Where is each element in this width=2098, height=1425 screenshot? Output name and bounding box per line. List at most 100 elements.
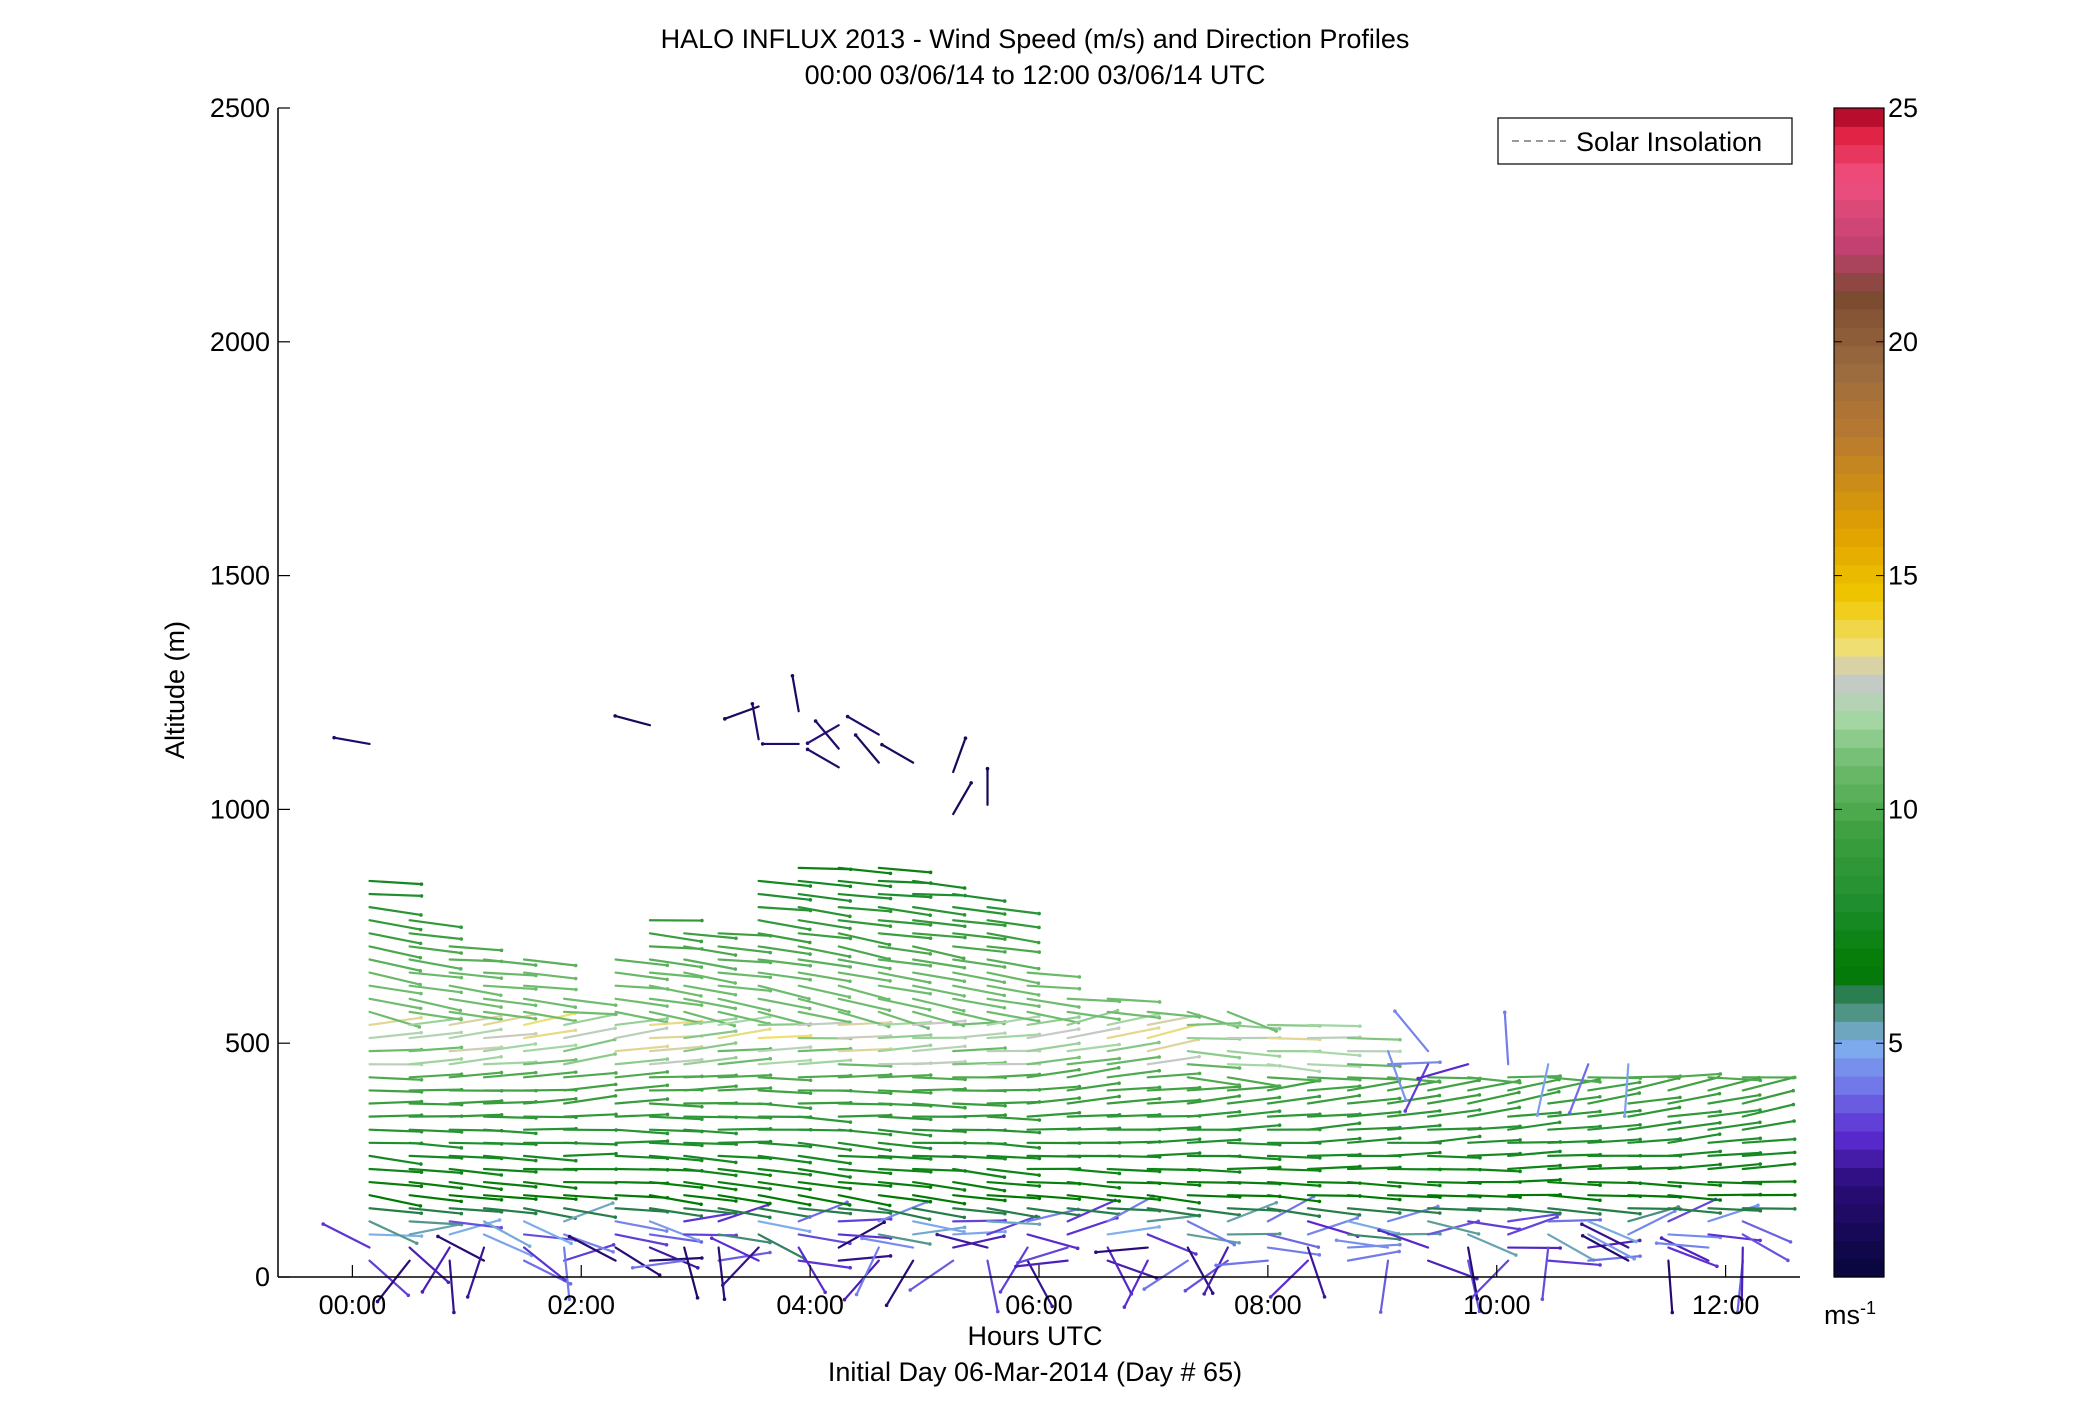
wind-vector [837,1167,892,1175]
wind-vector-head [722,1297,727,1302]
wind-vector [482,984,537,991]
wind-vector [837,1021,892,1027]
wind-vector-head [1197,1213,1201,1218]
wind-vector-head [768,1173,772,1178]
wind-vector-head [1718,1109,1722,1114]
wind-vector-head [768,1187,772,1191]
wind-vector [1026,1068,1081,1079]
wind-vector [448,1046,503,1053]
wind-vector-head [574,1158,578,1163]
wind-vector [1386,1207,1441,1215]
wind-vector-head [614,1071,618,1075]
wind-vector-head [927,1007,932,1012]
wind-vector-head [1002,965,1007,969]
wind-vector [522,1010,577,1023]
wind-vector-head [1555,1215,1559,1219]
wind-vector-head [888,1091,893,1096]
wind-vector [614,1113,669,1118]
wind-vector-head [887,942,892,947]
wind-vector-head [573,1005,578,1010]
wind-vector-head [888,966,892,971]
wind-vector [1393,1010,1430,1053]
wind-vector [1106,1097,1161,1105]
wind-vector-head [1791,1088,1795,1093]
colorbar-segment [1834,802,1884,821]
wind-vector [1667,1259,1674,1314]
wind-vector [1186,1021,1241,1027]
legend-box [1497,117,1793,165]
wind-vector [522,1207,577,1220]
wind-vector-head [1670,1310,1675,1315]
wind-vector [912,958,966,969]
wind-vector-head [1277,1109,1282,1113]
wind-vector-head [1758,1120,1762,1125]
wind-vector-head [1037,1156,1042,1161]
wind-vector [448,1099,503,1105]
wind-vector [368,932,422,945]
wind-vector-head [848,926,852,931]
wind-vector [1426,1194,1482,1198]
wind-vector [717,1057,772,1066]
wind-vector [757,1102,812,1110]
wind-vector [1106,1010,1161,1019]
wind-vector [1587,1081,1641,1092]
wind-vector [1306,1216,1359,1236]
wind-vector [1627,1210,1676,1236]
wind-vector [837,997,891,1012]
wind-vector-head [436,1234,440,1239]
wind-vector-head [848,965,852,969]
wind-vector-head [854,1292,859,1297]
wind-vector [683,1041,737,1053]
wind-vector-head [1317,1078,1322,1083]
wind-vector [522,1259,572,1285]
wind-vector [797,1154,852,1165]
wind-vector-head [808,1033,813,1038]
wind-vector [1186,1076,1241,1087]
wind-vector [797,1233,852,1245]
wind-vector-head [527,1244,532,1248]
colorbar-segment [1834,1240,1884,1260]
wind-vector-head [928,870,933,875]
wind-vector [448,1154,503,1160]
wind-vector-head [963,736,968,740]
wind-vector-head [1677,1105,1682,1110]
wind-vector-head [459,1030,464,1035]
wind-vector [1186,1233,1241,1244]
wind-vector-head [573,1028,578,1033]
colorbar-segment [1834,254,1884,273]
wind-vector [1587,1239,1641,1249]
wind-vector-head [1535,1113,1540,1117]
wind-vector-head [613,1052,617,1056]
wind-vector-head [1397,1211,1402,1215]
colorbar-segment [1834,345,1884,365]
wind-vector-head [848,1186,853,1191]
wind-vector-head [459,925,463,930]
wind-vector-head [848,936,853,941]
wind-vector [909,1259,955,1292]
wind-vector [683,1180,737,1191]
colorbar-segment [1834,1076,1884,1095]
colorbar-segment [1834,528,1884,547]
wind-vector-head [665,963,670,968]
wind-vector [877,1021,932,1027]
wind-vector [797,997,851,1014]
wind-vector [562,1083,617,1092]
wind-vector [1066,1127,1121,1131]
wind-vector-head [700,918,704,923]
wind-vector [614,1207,669,1213]
wind-vector [952,1154,1007,1160]
wind-vector [757,892,812,901]
wind-vector-head [665,1131,670,1136]
wind-vector-head [963,935,967,940]
wind-vector [482,1220,531,1248]
wind-vector [1123,1259,1149,1309]
wind-vector [368,1167,423,1174]
wind-vector-head [1358,1024,1362,1028]
colorbar-segment [1834,929,1884,949]
wind-vector-head [1334,1238,1339,1243]
wind-vector [1547,1233,1595,1262]
wind-vector-head [533,1158,538,1163]
wind-vector-head [1317,1069,1322,1074]
colorbar-segment [1834,144,1884,164]
